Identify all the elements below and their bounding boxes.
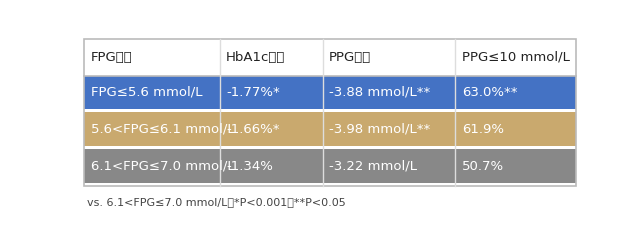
Text: HbA1c降幅: HbA1c降幅 [226, 51, 285, 64]
Text: -3.88 mmol/L**: -3.88 mmol/L** [329, 86, 430, 99]
Text: -1.66%*: -1.66%* [226, 123, 279, 136]
Bar [84, 76, 220, 112]
Text: PPG≤10 mmol/L: PPG≤10 mmol/L [462, 51, 570, 64]
Bar [84, 39, 576, 186]
Bar [84, 109, 220, 112]
Text: 6.1<FPG≤7.0 mmol/L: 6.1<FPG≤7.0 mmol/L [91, 160, 234, 173]
Bar [323, 149, 455, 183]
Bar [220, 112, 323, 149]
Bar [455, 149, 576, 183]
Bar [455, 146, 576, 149]
Bar [84, 112, 220, 149]
Text: -3.98 mmol/L**: -3.98 mmol/L** [329, 123, 430, 136]
Text: 5.6<FPG≤6.1 mmol/L: 5.6<FPG≤6.1 mmol/L [91, 123, 234, 136]
Text: 63.0%**: 63.0%** [462, 86, 517, 99]
Bar [323, 146, 455, 149]
Text: FPG目标: FPG目标 [91, 51, 133, 64]
Text: 61.9%: 61.9% [462, 123, 504, 136]
Bar [220, 146, 323, 149]
Bar [455, 109, 576, 112]
Bar [84, 39, 576, 76]
Text: -3.22 mmol/L: -3.22 mmol/L [329, 160, 417, 173]
Bar [220, 109, 323, 112]
Bar [220, 76, 323, 112]
Text: vs. 6.1<FPG≤7.0 mmol/L，*P<0.001，**P<0.05: vs. 6.1<FPG≤7.0 mmol/L，*P<0.001，**P<0.05 [87, 197, 346, 207]
Bar [323, 112, 455, 149]
Bar [323, 109, 455, 112]
Bar [455, 76, 576, 112]
Bar [220, 149, 323, 183]
Bar [455, 112, 576, 149]
Bar [84, 149, 220, 183]
Bar [323, 76, 455, 112]
Bar [84, 146, 220, 149]
Text: FPG≤5.6 mmol/L: FPG≤5.6 mmol/L [91, 86, 202, 99]
Text: 50.7%: 50.7% [462, 160, 504, 173]
Text: PPG降幅: PPG降幅 [329, 51, 372, 64]
Text: -1.34%: -1.34% [226, 160, 273, 173]
Text: -1.77%*: -1.77%* [226, 86, 279, 99]
